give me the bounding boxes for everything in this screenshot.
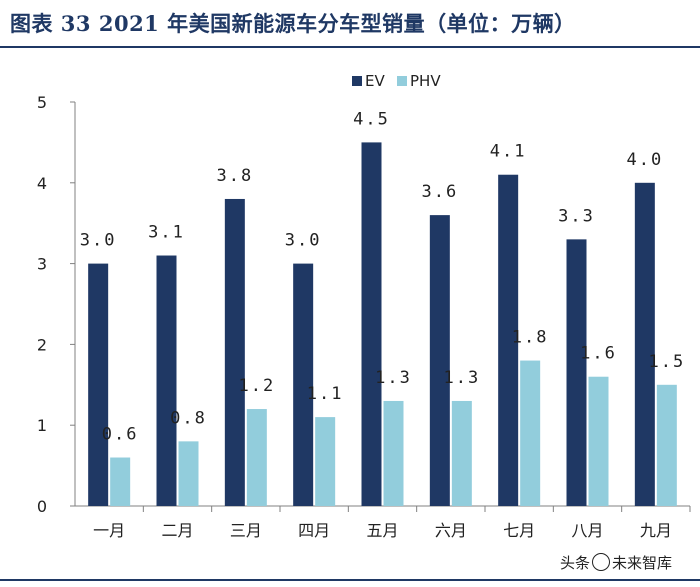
ev-data-label: 3.6 <box>421 182 458 202</box>
x-tick-label: 八月 <box>571 521 603 540</box>
y-tick-label: 4 <box>37 174 47 193</box>
y-tick-label: 5 <box>37 93 47 112</box>
phv-bar <box>246 409 267 506</box>
phv-bar <box>588 376 609 506</box>
ev-data-label: 4.1 <box>490 142 527 162</box>
ev-bar <box>361 142 382 506</box>
ev-data-label: 3.1 <box>148 223 185 243</box>
ev-bar <box>566 239 587 507</box>
phv-data-label: 1.2 <box>238 376 275 396</box>
y-tick-label: 1 <box>37 416 47 435</box>
legend-ev-swatch <box>352 76 362 86</box>
watermark-logo-icon <box>592 553 611 571</box>
phv-bar <box>178 441 199 506</box>
ev-bar <box>634 182 655 507</box>
ev-bar <box>293 263 314 506</box>
ev-bar <box>429 215 450 506</box>
ev-data-label: 3.0 <box>80 231 117 251</box>
phv-bar <box>451 400 472 506</box>
x-tick-label: 九月 <box>640 521 672 540</box>
watermark: 头条 未来智库 <box>560 552 672 573</box>
phv-data-label: 0.6 <box>102 425 139 445</box>
x-tick-label: 六月 <box>435 521 467 540</box>
x-tick-label: 四月 <box>298 521 330 540</box>
phv-data-label: 1.3 <box>375 368 412 388</box>
y-tick-label: 3 <box>37 255 47 274</box>
phv-bar <box>110 457 131 506</box>
legend-phv-swatch <box>397 76 407 86</box>
y-tick-label: 0 <box>37 497 47 516</box>
phv-data-label: 1.5 <box>648 352 685 372</box>
x-tick-label: 三月 <box>230 521 262 540</box>
bar-chart: 0 1 2 3 4 5 一月 二月 三月 四月 五月 六月 七月 八月 九月 3.0 0.6 3.1 0.8 3.8 1… <box>37 72 691 540</box>
phv-data-label: 1.8 <box>512 328 549 348</box>
phv-bar <box>315 417 336 506</box>
phv-data-label: 0.8 <box>170 408 207 428</box>
ev-bar <box>156 255 177 506</box>
ev-bar <box>88 263 109 506</box>
title-bar: 图表 33 2021 年美国新能源车分车型销量（单位：万辆） <box>0 0 700 50</box>
phv-bar <box>383 400 404 506</box>
phv-data-label: 1.1 <box>307 384 344 404</box>
legend-phv-label: PHV <box>410 72 441 90</box>
phv-data-label: 1.6 <box>580 344 617 364</box>
ev-data-label: 4.5 <box>353 109 390 129</box>
watermark-prefix: 头条 <box>560 554 591 572</box>
phv-data-label: 1.3 <box>443 368 480 388</box>
footer-divider <box>0 579 700 581</box>
watermark-suffix: 未来智库 <box>612 554 673 572</box>
chart-title: 图表 33 2021 年美国新能源车分车型销量（单位：万辆） <box>10 11 576 36</box>
ev-bar <box>224 198 245 506</box>
x-tick-label: 五月 <box>366 521 398 540</box>
x-tick-label: 一月 <box>93 521 125 540</box>
phv-bar <box>520 360 541 506</box>
phv-bar <box>656 384 677 506</box>
ev-data-label: 3.0 <box>285 231 322 251</box>
ev-data-label: 3.3 <box>558 206 595 226</box>
ev-data-label: 4.0 <box>626 150 663 170</box>
ev-data-label: 3.8 <box>216 166 253 186</box>
title-divider <box>0 46 700 48</box>
y-tick-label: 2 <box>37 335 47 354</box>
legend-ev-label: EV <box>365 72 385 90</box>
x-tick-label: 七月 <box>503 521 535 540</box>
x-tick-label: 二月 <box>161 521 193 540</box>
ev-bar <box>498 174 519 506</box>
